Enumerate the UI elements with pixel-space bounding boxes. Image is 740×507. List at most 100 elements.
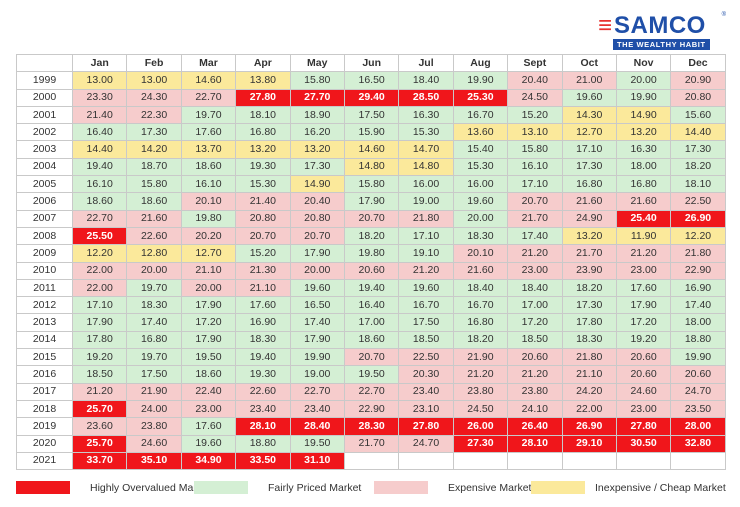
pe-value-cell: 25.50 [71,226,128,246]
pe-value-cell: 18.10 [670,175,726,194]
table-row: 2004 19.40 18.70 18.60 19.30 17.30 14.80 14.80 1… [16,157,726,177]
pe-value-cell: 16.80 [561,175,617,194]
pe-value-cell: 19.70 [180,105,237,125]
pe-value-cell: 20.60 [670,365,726,384]
pe-value-cell: 24.20 [561,382,617,401]
pe-value-cell: 14.40 [670,123,726,142]
pe-value-cell: 29.40 [343,88,400,107]
pe-value-cell: 24.50 [507,88,563,107]
pe-value-cell: 24.10 [507,399,563,419]
pe-value-cell: 17.30 [670,140,726,159]
pe-value-cell: 19.50 [180,348,237,367]
pe-value-cell: 17.40 [289,313,345,332]
pe-value-cell: 17.30 [561,157,617,177]
pe-value-cell: 21.60 [126,209,182,228]
pe-value-cell: 15.20 [507,105,563,125]
pe-value-cell: 24.60 [615,382,672,401]
pe-value-cell: 23.50 [670,399,726,419]
pe-table-body: 1999 13.00 13.00 14.60 13.80 15.80 16.50 18.40 1… [16,71,726,471]
pe-value-cell: 23.30 [71,88,128,107]
pe-value-cell: 26.90 [561,417,617,436]
pe-value-cell: 21.60 [452,261,509,280]
pe-value-cell: 16.80 [452,313,509,332]
pe-value-cell: 18.10 [235,105,291,125]
table-row: 2000 23.30 24.30 22.70 27.80 27.70 29.40 28.50 2… [16,88,726,107]
pe-value-cell: 22.40 [180,382,237,401]
pe-value-cell: 13.00 [126,71,182,90]
pe-value-cell: 27.80 [615,417,672,436]
pe-value-cell: 26.00 [452,417,509,436]
year-cell: 2010 [16,261,73,280]
legend-item-expensive: Expensive Market [374,479,544,497]
pe-value-cell: 19.90 [289,348,345,367]
table-row: 2009 12.20 12.80 12.70 15.20 17.90 19.80 19.10 2… [16,244,726,263]
pe-value-cell: 17.80 [71,330,128,350]
month-header: Nov [615,53,672,73]
pe-value-cell: 14.90 [289,175,345,194]
pe-value-cell: 17.50 [398,313,454,332]
pe-value-cell: 18.30 [126,296,182,315]
year-cell: 2012 [16,296,73,315]
pe-value-cell: 19.70 [126,278,182,298]
pe-value-cell: 14.20 [126,140,182,159]
table-row: 2001 21.40 22.30 19.70 18.10 18.90 17.50 16.30 1… [16,105,726,125]
pe-value-cell: 19.90 [670,348,726,367]
pe-value-cell: 21.80 [398,209,454,228]
table-row: 2013 17.90 17.40 17.20 16.90 17.40 17.00 17.50 1… [16,313,726,332]
year-cell: 2019 [16,417,73,436]
pe-value-cell: 16.80 [126,330,182,350]
pe-value-cell: 16.50 [343,71,400,90]
pe-value-cell: 22.00 [71,278,128,298]
pe-value-cell: 26.90 [670,209,726,228]
pe-value-cell: 22.70 [180,88,237,107]
pe-value-cell: 15.80 [507,140,563,159]
month-header: Mar [180,53,237,73]
pe-value-cell: 21.00 [561,71,617,90]
pe-value-cell: 23.00 [180,399,237,419]
year-cell: 2001 [16,105,73,125]
pe-value-cell: 19.10 [398,244,454,263]
pe-value-cell: 21.20 [71,382,128,401]
pe-value-cell: 22.00 [71,261,128,280]
pe-value-cell: 23.60 [71,417,128,436]
pe-value-cell: 16.10 [71,175,128,194]
month-header-row: Jan Feb Mar Apr May Jun Jul Aug Sept Oct… [16,53,726,73]
month-header: Apr [235,53,291,73]
pe-value-cell: 23.00 [507,261,563,280]
pe-value-cell: 23.00 [615,261,672,280]
month-header: Dec [670,53,726,73]
pe-value-cell: 17.90 [71,313,128,332]
legend-swatch [531,481,585,494]
pe-value-cell: 23.10 [398,399,454,419]
pe-value-cell: 27.80 [235,88,291,107]
pe-value-cell: 21.40 [71,105,128,125]
pe-value-cell: 14.40 [71,140,128,159]
pe-value-cell: 19.00 [289,365,345,384]
month-header: Feb [126,53,182,73]
pe-value-cell: 17.60 [180,417,237,436]
table-row: 2002 16.40 17.30 17.60 16.80 16.20 15.90 15.30 1… [16,123,726,142]
pe-value-cell: 23.80 [507,382,563,401]
pe-value-cell: 19.60 [561,88,617,107]
table-row: 2015 19.20 19.70 19.50 19.40 19.90 20.70 22.50 2… [16,348,726,367]
pe-value-cell: 17.80 [561,313,617,332]
pe-value-cell: 17.20 [180,313,237,332]
pe-value-cell: 18.40 [452,278,509,298]
year-cell: 2018 [16,399,73,419]
month-header: Sept [507,53,563,73]
table-row: 2005 16.10 15.80 16.10 15.30 14.90 15.80 16.00 1… [16,175,726,194]
pe-value-cell: 15.30 [452,157,509,177]
pe-value-cell: 15.90 [343,123,400,142]
pe-value-cell: 17.40 [507,226,563,246]
pe-value-cell: 22.30 [126,105,182,125]
pe-value-cell: 18.40 [507,278,563,298]
pe-value-cell: 22.70 [71,209,128,228]
pe-value-cell: 17.60 [615,278,672,298]
pe-value-cell: 13.20 [615,123,672,142]
pe-value-cell: 18.20 [452,330,509,350]
pe-value-cell: 19.30 [235,365,291,384]
pe-value-cell: 21.70 [507,209,563,228]
pe-value-cell: 17.20 [615,313,672,332]
legend-item-inexpensive: Inexpensive / Cheap Market [531,479,726,497]
pe-value-cell: 18.30 [561,330,617,350]
